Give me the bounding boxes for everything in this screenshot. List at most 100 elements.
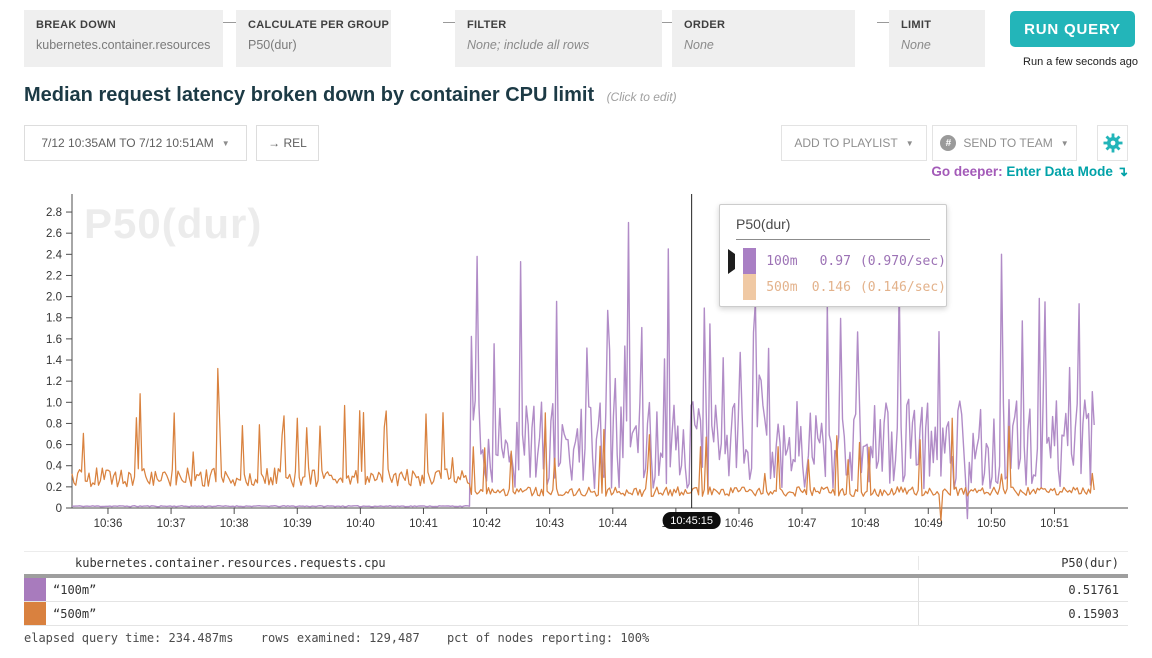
rel-time-button[interactable]: → REL [256,125,319,161]
series-swatch [24,578,46,601]
svg-text:10:51: 10:51 [1040,518,1069,530]
table-row[interactable]: “500m” 0.15903 [24,602,1128,626]
results-table: kubernetes.container.resources.requests.… [24,551,1128,626]
tooltip-row: 100m 0.97 (0.970/sec) [720,248,946,274]
title-edit-hint: (Click to edit) [606,90,677,104]
series-value: 0.146 [811,279,851,295]
svg-text:10:44: 10:44 [598,518,627,530]
svg-text:10:48: 10:48 [851,518,880,530]
svg-text:10:41: 10:41 [409,518,438,530]
elapsed-time: elapsed query time: 234.487ms [24,631,234,645]
svg-text:1.4: 1.4 [46,355,63,367]
add-to-playlist-label: ADD TO PLAYLIST [794,136,898,150]
chart-watermark: P50(dur) [84,200,263,247]
enter-data-mode-link[interactable]: Enter Data Mode [1006,164,1113,179]
metric-value: 0.15903 [918,602,1128,625]
limit-value: None [901,38,931,52]
svg-text:1.2: 1.2 [46,376,62,388]
chart-tooltip: P50(dur) 100m 0.97 (0.970/sec) 500m 0.14… [719,204,947,307]
add-to-playlist-button[interactable]: ADD TO PLAYLIST ▼ [781,125,927,161]
order-value: None [684,38,714,52]
filter-value: None; include all rows [467,38,590,52]
svg-text:10:39: 10:39 [283,518,312,530]
table-row[interactable]: “100m” 0.51761 [24,578,1128,602]
svg-text:0.2: 0.2 [46,482,62,494]
filter-label: FILTER [467,19,507,31]
svg-text:1.6: 1.6 [46,334,62,346]
settings-button[interactable] [1097,125,1128,161]
svg-text:0.8: 0.8 [46,418,62,430]
chevron-down-icon: ▼ [905,138,914,148]
box-connector [662,22,672,23]
svg-text:0.6: 0.6 [46,440,62,452]
svg-text:10:38: 10:38 [220,518,249,530]
svg-text:1.8: 1.8 [46,313,62,325]
svg-text:2.4: 2.4 [46,249,63,261]
send-to-team-label: SEND TO TEAM [963,136,1053,150]
svg-text:2.8: 2.8 [46,207,62,219]
rel-time-label: → REL [268,136,307,150]
svg-text:10:50: 10:50 [977,518,1006,530]
calculate-value: P50(dur) [248,38,297,52]
breakdown-label: BREAK DOWN [36,19,116,31]
group-value: “100m” [53,582,97,597]
svg-text:10:47: 10:47 [788,518,817,530]
send-to-team-button[interactable]: # SEND TO TEAM ▼ [932,125,1077,161]
limit-label: LIMIT [901,19,932,31]
breakdown-box[interactable]: BREAK DOWN kubernetes.container.resource… [24,10,223,67]
go-deeper-row: Go deeper: Enter Data Mode ↴ [931,164,1128,180]
order-box[interactable]: ORDER None [672,10,855,67]
run-query-button[interactable]: RUN QUERY [1010,11,1135,47]
box-connector [223,22,236,23]
box-connector [443,22,455,23]
tooltip-divider [736,239,930,240]
svg-text:10:36: 10:36 [94,518,123,530]
svg-text:0.4: 0.4 [46,461,63,473]
gear-icon [1103,133,1122,153]
limit-box[interactable]: LIMIT None [889,10,985,67]
tooltip-row: 500m 0.146 (0.146/sec) [720,274,946,300]
filter-box[interactable]: FILTER None; include all rows [455,10,662,67]
svg-text:10:46: 10:46 [725,518,754,530]
svg-text:1.0: 1.0 [46,397,62,409]
svg-text:2.2: 2.2 [46,270,62,282]
chevron-down-icon: ▼ [1060,138,1069,148]
metric-value: 0.51761 [918,578,1128,601]
run-status-text: Run a few seconds ago [1023,56,1138,68]
calculate-label: CALCULATE PER GROUP [248,19,390,31]
svg-text:10:43: 10:43 [535,518,564,530]
order-label: ORDER [684,19,726,31]
svg-text:0: 0 [56,503,62,515]
series-name: 500m [766,279,798,295]
query-stats: elapsed query time: 234.487ms rows exami… [24,631,669,645]
tooltip-title: P50(dur) [736,216,791,232]
expand-triangle-icon[interactable] [728,248,735,274]
go-deeper-label: Go deeper: [931,164,1003,179]
svg-text:10:37: 10:37 [157,518,186,530]
svg-text:2.0: 2.0 [46,292,62,304]
series-swatch [24,602,46,625]
value-column-header[interactable]: P50(dur) [918,556,1128,570]
series-rate: (0.970/sec) [859,253,946,269]
nodes-reporting: pct of nodes reporting: 100% [446,631,650,645]
series-value: 0.97 [819,253,851,269]
latency-chart[interactable]: P50(dur) 0 0.2 0.4 0.6 0.8 1.0 1.2 1.4 1.6 1.8 2.0… [0,190,1152,540]
rows-examined: rows examined: 129,487 [260,631,420,645]
svg-text:10:45:15: 10:45:15 [670,515,713,527]
svg-text:10:40: 10:40 [346,518,375,530]
breakdown-value: kubernetes.container.resources.req [36,38,211,52]
box-connector [877,22,889,23]
team-icon: # [940,135,957,151]
arrow-down-icon: ↴ [1116,164,1128,179]
table-header-row: kubernetes.container.resources.requests.… [24,551,1128,574]
chart-canvas[interactable]: 0 0.2 0.4 0.6 0.8 1.0 1.2 1.4 1.6 1.8 2.0 2.2 2.4 2.6… [0,190,1152,540]
table-scroll-bar [24,574,1128,578]
group-column-header[interactable]: kubernetes.container.resources.requests.… [75,556,386,570]
time-range-selector[interactable]: 7/12 10:35AM TO 7/12 10:51AM ▼ [24,125,247,161]
page-title[interactable]: Median request latency broken down by co… [24,84,595,106]
chevron-down-icon: ▼ [221,138,230,148]
calculate-box[interactable]: CALCULATE PER GROUP P50(dur) [236,10,391,67]
series-swatch [743,248,757,274]
series-name: 100m [766,253,798,269]
